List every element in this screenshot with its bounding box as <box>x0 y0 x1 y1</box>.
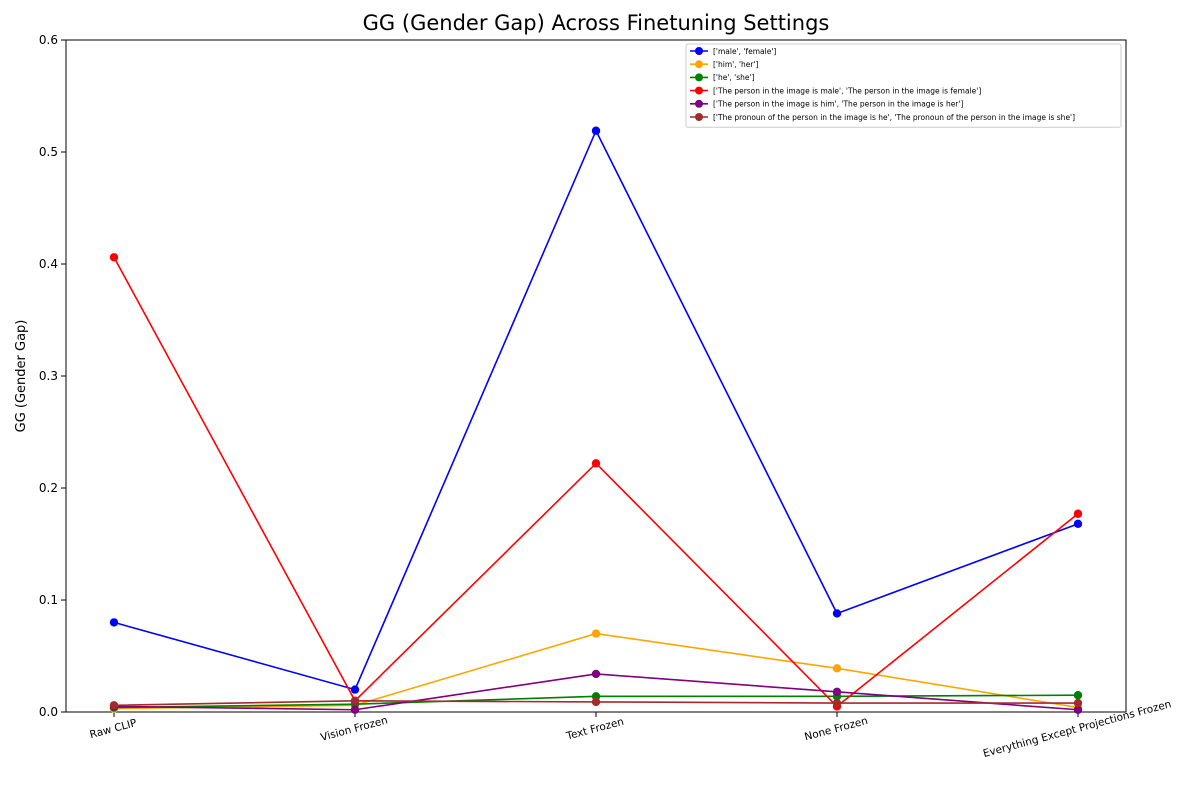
legend-marker <box>695 60 703 69</box>
data-point <box>1073 691 1083 700</box>
y-tick-label: 0.0 <box>39 705 58 719</box>
series-5 <box>109 696 1083 710</box>
data-point <box>1073 705 1083 714</box>
legend-entry: ['male', 'female'] <box>690 47 776 56</box>
data-point <box>832 687 842 697</box>
legend-label: ['The person in the image is male', 'The… <box>713 86 981 95</box>
series-line <box>113 128 1079 691</box>
legend-box <box>685 43 1122 128</box>
data-point <box>591 669 601 679</box>
data-point <box>350 685 360 694</box>
data-point <box>591 697 601 707</box>
plot-frame <box>65 39 1127 713</box>
data-point <box>350 696 360 705</box>
data-point <box>832 609 842 618</box>
legend-entry: ['The person in the image is male', 'The… <box>690 86 981 95</box>
series-0 <box>109 126 1083 694</box>
chart-title: GG (Gender Gap) Across Finetuning Settin… <box>363 11 830 35</box>
series-line <box>113 256 1079 708</box>
data-point <box>109 253 119 262</box>
legend-label: ['he', 'she'] <box>713 73 755 82</box>
y-tick-label: 0.6 <box>39 33 58 47</box>
y-axis-label: GG (Gender Gap) <box>14 320 29 433</box>
data-point <box>109 701 119 710</box>
series-layer <box>109 126 1083 714</box>
legend-marker <box>695 73 703 82</box>
legend: ['male', 'female'] ['him', 'her'] ['he', '… <box>685 43 1122 128</box>
data-point <box>591 629 601 638</box>
y-tick-label: 0.2 <box>39 481 58 495</box>
legend-entry: ['The pronoun of the person in the image… <box>690 113 1075 122</box>
legend-marker <box>695 86 703 95</box>
legend-label: ['The person in the image is him', 'The … <box>713 100 963 109</box>
y-tick-label: 0.3 <box>39 369 58 383</box>
x-tick-label: Vision Frozen <box>319 714 389 743</box>
data-point <box>1073 698 1083 708</box>
data-point <box>350 705 360 714</box>
x-tick-label: Raw CLIP <box>88 717 138 741</box>
data-point <box>1073 519 1083 529</box>
data-point <box>832 698 842 708</box>
y-tick-label: 0.5 <box>39 145 58 159</box>
x-tick-label: None Frozen <box>803 715 869 743</box>
legend-label: ['The pronoun of the person in the image… <box>713 113 1075 122</box>
plot-axes: 0.0 0.1 0.2 0.3 0.4 0.5 0.6 Raw CLIP Vision Froz… <box>39 33 1173 760</box>
data-point <box>109 618 119 627</box>
legend-marker <box>695 113 703 121</box>
legend-marker <box>695 99 703 108</box>
legend-entry: ['The person in the image is him', 'The … <box>690 100 963 109</box>
data-point <box>1073 509 1083 518</box>
legend-label: ['male', 'female'] <box>713 47 776 56</box>
legend-entry: ['him', 'her'] <box>690 60 759 69</box>
legend-label: ['him', 'her'] <box>713 60 759 69</box>
x-tick-label: Text Frozen <box>564 716 625 743</box>
data-point <box>591 126 601 135</box>
series-3 <box>109 253 1083 711</box>
legend-marker <box>695 47 703 55</box>
y-tick-label: 0.1 <box>39 593 58 607</box>
data-point <box>591 459 601 468</box>
legend-entry: ['he', 'she'] <box>690 73 755 82</box>
y-tick-label: 0.4 <box>39 257 58 271</box>
data-point <box>832 664 842 673</box>
